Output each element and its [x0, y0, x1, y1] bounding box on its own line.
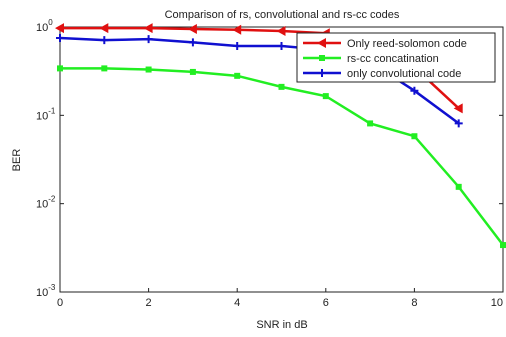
- x-tick-label: 0: [57, 297, 63, 309]
- marker: [188, 38, 197, 47]
- marker: [144, 35, 153, 44]
- legend-label: rs-cc concatination: [347, 53, 439, 65]
- marker: [367, 120, 374, 127]
- x-tick-label: 8: [411, 297, 417, 309]
- y-tick-exponent: -1: [48, 106, 56, 115]
- legend-label: Only reed-solomon code: [347, 38, 467, 50]
- marker: [145, 66, 152, 73]
- y-tick-base: 10: [36, 199, 48, 211]
- legend-label: only convolutional code: [347, 68, 461, 80]
- marker: [101, 65, 108, 72]
- y-tick-base: 10: [36, 22, 48, 34]
- y-tick-label: 10-3: [36, 283, 56, 299]
- y-tick-label: 10-1: [36, 106, 56, 122]
- marker: [100, 36, 109, 45]
- y-tick-exponent: -3: [48, 283, 56, 292]
- marker: [277, 41, 286, 50]
- marker: [318, 69, 326, 77]
- y-axis-label: BER: [11, 149, 23, 172]
- x-tick-label: 10: [491, 297, 503, 309]
- y-tick-label: 10-2: [36, 195, 56, 211]
- marker: [234, 72, 241, 79]
- chart-title: Comparison of rs, convolutional and rs-c…: [165, 9, 400, 21]
- x-tick-label: 2: [146, 297, 152, 309]
- series-line: [60, 67, 504, 246]
- y-tick-base: 10: [36, 110, 48, 122]
- marker: [189, 68, 196, 75]
- marker: [99, 23, 109, 34]
- marker: [55, 23, 64, 34]
- x-tick-label: 6: [323, 297, 329, 309]
- marker: [232, 24, 242, 35]
- marker: [322, 93, 329, 100]
- y-tick-label: 100: [36, 18, 53, 34]
- marker: [233, 41, 242, 50]
- marker: [56, 34, 64, 43]
- marker: [276, 26, 286, 37]
- marker: [319, 55, 325, 61]
- y-tick-exponent: 0: [48, 18, 53, 27]
- marker: [411, 133, 418, 140]
- marker: [143, 23, 153, 34]
- x-axis-label: SNR in dB: [256, 319, 307, 331]
- y-tick-exponent: -2: [48, 195, 56, 204]
- y-tick-base: 10: [36, 287, 48, 299]
- marker: [187, 23, 197, 34]
- plot-area: [59, 26, 504, 293]
- marker: [278, 83, 285, 90]
- marker: [455, 183, 462, 190]
- marker: [453, 103, 463, 114]
- x-tick-label: 4: [234, 297, 240, 309]
- marker: [57, 65, 63, 72]
- marker: [454, 119, 463, 128]
- marker: [317, 38, 326, 48]
- marker: [500, 242, 506, 249]
- marker: [410, 86, 419, 95]
